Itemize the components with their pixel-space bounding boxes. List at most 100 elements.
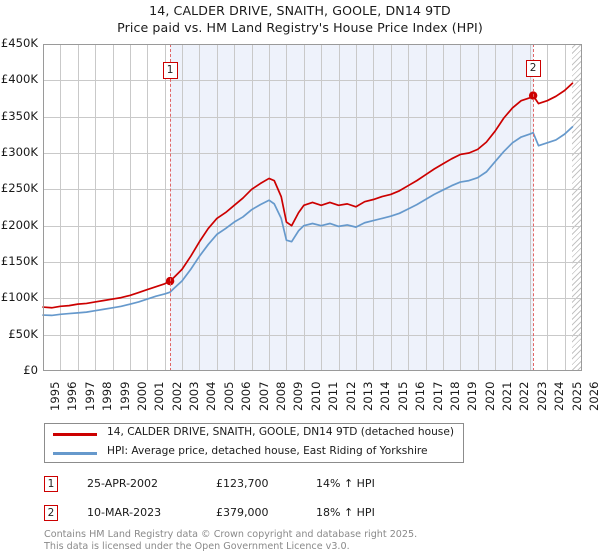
y-axis-tick-label: £300K [0, 145, 38, 159]
x-axis-tick-label: 2021 [500, 381, 515, 411]
chart-series-lines [42, 82, 574, 317]
gridline-vertical [425, 44, 427, 371]
y-axis-tick-label: £100K [0, 290, 38, 305]
y-axis-tick-label: £0 [23, 363, 38, 377]
x-axis-tick-label: 1999 [117, 381, 132, 411]
gridline-vertical [495, 44, 497, 371]
gridline-vertical [182, 44, 184, 371]
x-axis-tick-label: 2017 [430, 381, 445, 411]
gridline-horizontal [43, 225, 582, 227]
x-axis-tick-label: 2014 [378, 381, 393, 411]
x-axis-tick-label: 2003 [187, 381, 202, 411]
gridline-vertical [251, 44, 253, 371]
x-axis-tick-label: 2023 [534, 381, 549, 411]
future-hatched-region [572, 44, 582, 371]
x-axis-tick-label: 2009 [291, 381, 306, 411]
legend-swatch-series1 [53, 433, 97, 436]
legend-row-series2: HPI: Average price, detached house, East… [45, 443, 463, 463]
x-axis-tick-label: 1998 [100, 381, 115, 411]
gridline-vertical [390, 44, 392, 371]
y-axis-tick-label: £200K [0, 217, 38, 232]
gridline-vertical [442, 44, 444, 371]
gridline-horizontal [43, 262, 582, 263]
event-price-2: £379,000 [216, 506, 269, 519]
gridline-vertical [460, 44, 462, 371]
event-dashed-line-2 [533, 44, 535, 371]
gridline-vertical [355, 44, 357, 371]
legend-label-series2: HPI: Average price, detached house, East… [107, 445, 428, 457]
gridline-vertical [477, 44, 479, 371]
gridline-vertical [112, 44, 114, 371]
x-axis-tick-label: 2011 [326, 381, 341, 411]
gridline-vertical [564, 44, 566, 371]
gridline-horizontal [43, 334, 582, 336]
copyright-footer: Contains HM Land Registry data © Crown c… [44, 529, 564, 552]
gridline-vertical [512, 44, 514, 371]
gridline-vertical [77, 44, 79, 371]
x-axis-tick-label: 2020 [482, 381, 497, 411]
x-axis-tick-label: 2024 [552, 381, 567, 411]
event-flag-2: 2 [44, 505, 58, 521]
x-axis-tick-label: 2022 [517, 381, 532, 411]
y-axis-tick-label: £400K [0, 72, 38, 87]
x-axis-tick-label: 2016 [413, 381, 428, 411]
x-axis-tick-label: 2008 [274, 381, 289, 411]
x-axis-tick-label: 2007 [256, 381, 271, 411]
event-hpi-delta-2: 18% ↑ HPI [316, 506, 375, 519]
y-axis-tick-label: £450K [0, 36, 38, 50]
event-flag-1: 1 [44, 476, 58, 492]
chart-legend: 14, CALDER DRIVE, SNAITH, GOOLE, DN14 9T… [44, 423, 464, 463]
y-axis-tick-label: £50K [8, 326, 38, 341]
x-axis-tick-label: 2018 [447, 381, 462, 411]
series-line-1 [42, 82, 574, 309]
gridline-vertical [321, 44, 323, 371]
event-row-2: 2 10-MAR-2023 £379,000 18% ↑ HPI [44, 505, 464, 523]
sale-marker-dot-2[interactable] [528, 91, 538, 100]
gridline-vertical [529, 44, 531, 371]
x-axis-tick-label: 2002 [169, 381, 184, 411]
gridline-vertical [286, 44, 288, 371]
chart-event-flag-2[interactable]: 2 [525, 60, 541, 77]
x-axis-tick-label: 1996 [65, 381, 80, 411]
gridline-vertical [547, 44, 549, 371]
chart-plot-area[interactable] [42, 44, 582, 371]
gridline-vertical [408, 44, 410, 371]
x-axis-tick-label: 2006 [239, 381, 254, 411]
event-date-1: 25-APR-2002 [87, 477, 159, 490]
x-axis-tick-label: 2004 [204, 381, 219, 411]
chart-event-flag-1[interactable]: 1 [162, 62, 178, 79]
page-title: 14, CALDER DRIVE, SNAITH, GOOLE, DN14 9T… [0, 2, 600, 36]
event-price-1: £123,700 [216, 477, 269, 490]
title-line-1: 14, CALDER DRIVE, SNAITH, GOOLE, DN14 9T… [149, 3, 451, 18]
legend-label-series1: 14, CALDER DRIVE, SNAITH, GOOLE, DN14 9T… [107, 426, 454, 438]
title-line-2: Price paid vs. HM Land Registry's House … [117, 20, 483, 35]
x-axis-tick-label: 2010 [308, 381, 323, 411]
gridline-vertical [95, 44, 97, 371]
gridline-vertical [303, 44, 305, 371]
y-axis-tick-label: £150K [0, 254, 38, 268]
x-axis-tick-label: 2005 [221, 381, 236, 411]
gridline-vertical [373, 44, 375, 371]
x-axis-tick-label: 2019 [465, 381, 480, 411]
event-row-1: 1 25-APR-2002 £123,700 14% ↑ HPI [44, 476, 464, 494]
legend-row-series1: 14, CALDER DRIVE, SNAITH, GOOLE, DN14 9T… [45, 424, 463, 444]
x-axis-tick-label: 2012 [343, 381, 358, 411]
x-axis-tick-label: 2013 [360, 381, 375, 411]
gridline-vertical [338, 44, 340, 371]
x-axis-tick-label: 2015 [395, 381, 410, 411]
gridline-vertical [199, 44, 201, 371]
gridline-vertical [164, 44, 166, 371]
gridline-horizontal [43, 298, 582, 300]
x-axis-tick-label: 2025 [569, 381, 584, 411]
gridline-vertical [129, 44, 131, 371]
gridline-horizontal [43, 153, 582, 154]
legend-swatch-series2 [53, 452, 97, 455]
gridline-vertical [234, 44, 236, 371]
gridline-vertical [269, 44, 271, 371]
x-axis-tick-label: 2026 [587, 381, 600, 411]
x-axis-tick-label: 2001 [152, 381, 167, 411]
series-line-2 [42, 125, 574, 317]
gridline-vertical [60, 44, 62, 371]
x-axis-tick-label: 1995 [48, 381, 62, 411]
